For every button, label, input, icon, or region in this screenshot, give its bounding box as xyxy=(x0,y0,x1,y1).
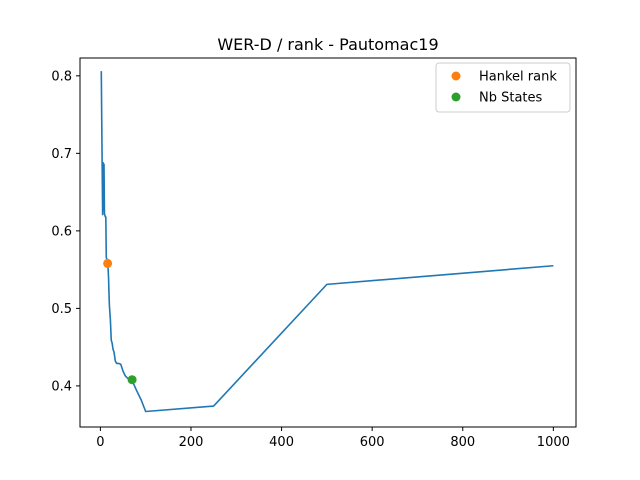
y-tick-label: 0.8 xyxy=(51,69,72,84)
legend-marker xyxy=(451,71,461,81)
y-tick-label: 0.4 xyxy=(51,379,72,394)
x-tick-label: 0 xyxy=(96,435,104,450)
legend-label: Nb States xyxy=(479,91,543,106)
hankel-rank-point xyxy=(103,258,113,268)
x-tick-label: 1000 xyxy=(537,435,570,450)
y-tick-label: 0.5 xyxy=(51,302,72,317)
chart-title: WER-D / rank - Pautomac19 xyxy=(217,35,438,54)
plot-area xyxy=(100,71,554,413)
y-tick-label: 0.7 xyxy=(51,147,72,162)
x-tick-label: 600 xyxy=(360,435,385,450)
x-tick-label: 200 xyxy=(179,435,204,450)
legend-label: Hankel rank xyxy=(479,70,557,85)
legend: Hankel rank Nb States xyxy=(435,62,571,113)
x-axis: 0 200 400 600 800 1000 xyxy=(96,427,570,450)
legend-marker xyxy=(451,92,461,102)
legend-box xyxy=(435,62,571,113)
y-tick-label: 0.6 xyxy=(51,224,72,239)
x-tick-label: 800 xyxy=(450,435,475,450)
x-tick-label: 400 xyxy=(269,435,294,450)
y-axis: 0.4 0.5 0.6 0.7 0.8 xyxy=(51,69,80,394)
axes-frame xyxy=(79,57,577,428)
nb-states-point xyxy=(127,375,137,385)
